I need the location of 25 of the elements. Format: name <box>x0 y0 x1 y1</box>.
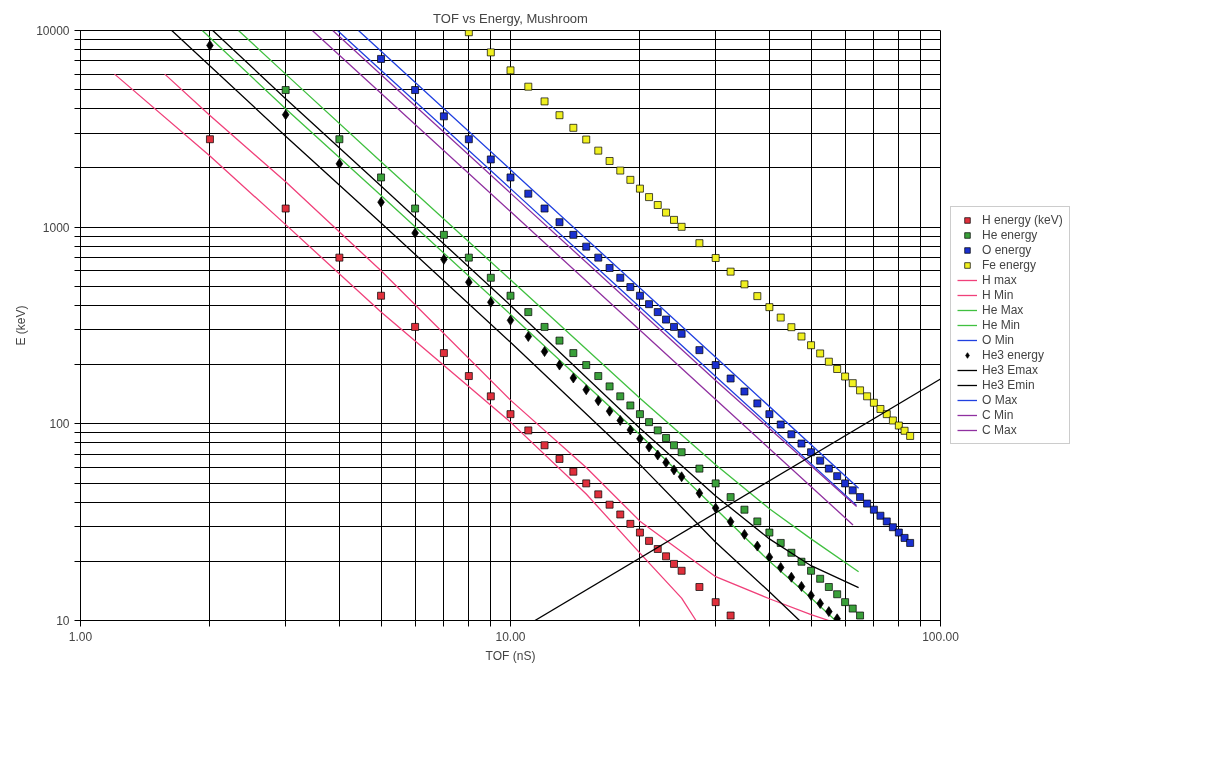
legend-label: He3 Emax <box>982 363 1039 377</box>
legend-label: He3 Emin <box>982 378 1035 392</box>
x-axis-title: TOF (nS) <box>485 648 536 663</box>
legend-label: He3 energy <box>982 348 1045 362</box>
legend-label: He Max <box>982 303 1024 317</box>
legend-label: H energy (keV) <box>982 213 1063 227</box>
legend-label: H max <box>982 273 1017 287</box>
legend-label: H Min <box>982 288 1014 302</box>
legend-label: C Min <box>982 408 1014 422</box>
legend-label: O Min <box>982 333 1015 347</box>
legend-label: C Max <box>982 423 1017 437</box>
legend-label: He Min <box>982 318 1021 332</box>
y-tick-label: 1000 <box>42 220 70 235</box>
legend-label: He energy <box>982 228 1038 242</box>
y-tick-label: 10000 <box>36 24 70 38</box>
y-axis-title: E (keV) <box>14 305 29 346</box>
x-tick-label: 10.00 <box>495 629 526 644</box>
legend-label: Fe energy <box>982 258 1037 272</box>
x-tick-label: 100.00 <box>922 629 960 644</box>
x-tick-label: 1.00 <box>68 629 93 644</box>
legend-label: O energy <box>982 243 1032 257</box>
y-tick-label: 10 <box>56 614 70 628</box>
y-tick-label: 100 <box>49 417 70 432</box>
legend-label: O Max <box>982 393 1018 407</box>
chart-title: TOF vs Energy, Mushroom <box>433 10 588 26</box>
